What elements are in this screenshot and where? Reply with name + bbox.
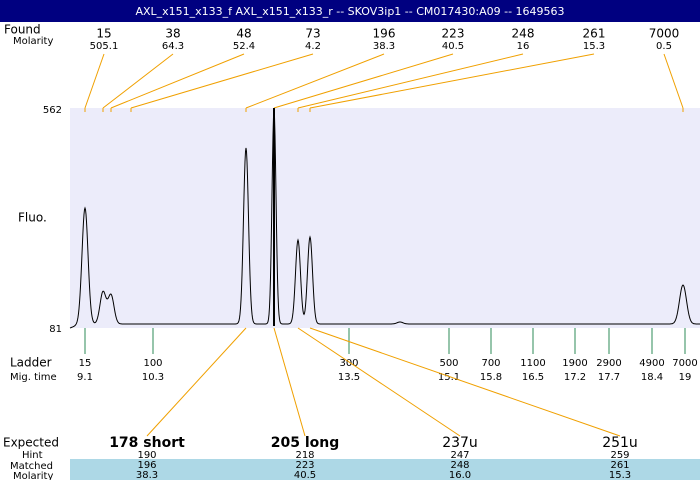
ladder-time: 15.8 — [480, 372, 502, 383]
ladder-size: 7000 — [672, 358, 697, 369]
trace — [69, 109, 700, 329]
ladder-time: 13.5 — [338, 372, 360, 383]
peak-size: 196 — [373, 27, 396, 41]
title: AXL_x151_x133_f AXL_x151_x133_r -- SKOV3… — [135, 5, 564, 18]
molarity-row-label: Molarity — [13, 471, 53, 480]
ladder-time: 9.1 — [77, 372, 93, 383]
peak-molarity: 15.3 — [583, 41, 605, 52]
expected-connector — [273, 327, 306, 437]
peak-molarity: 4.2 — [305, 41, 321, 52]
ladder-size: 700 — [481, 358, 500, 369]
ladder-time: 17.7 — [598, 372, 620, 383]
peak-molarity: 505.1 — [90, 41, 119, 52]
y-top: 562 — [43, 105, 62, 116]
peak-size: 223 — [442, 27, 465, 41]
expected-connector — [146, 327, 247, 437]
ladder-time: 16.5 — [522, 372, 544, 383]
molarity-label: Molarity — [13, 36, 53, 47]
peak-size: 48 — [236, 27, 251, 41]
ladder-size: 15 — [79, 358, 92, 369]
ladder-label: Ladder — [10, 356, 52, 370]
ladder-size: 2900 — [596, 358, 621, 369]
expected-hint: 218 — [295, 450, 314, 461]
peak-size: 38 — [165, 27, 180, 41]
matched-label: Matched — [10, 461, 53, 472]
peak-molarity: 40.5 — [442, 41, 464, 52]
expected-matched: 223 — [295, 460, 314, 471]
expected-matched: 196 — [137, 460, 156, 471]
ladder-size: 500 — [439, 358, 458, 369]
expected-molarity: 38.3 — [136, 470, 158, 480]
expected-hint: 190 — [137, 450, 156, 461]
ladder-size: 4900 — [639, 358, 664, 369]
peak-connector — [130, 53, 314, 109]
hint-label: Hint — [22, 450, 43, 461]
expected-name: 205 long — [271, 435, 340, 451]
expected-molarity: 15.3 — [609, 470, 631, 480]
peak-size: 248 — [512, 27, 535, 41]
peak-molarity: 0.5 — [656, 41, 672, 52]
y-bottom: 81 — [49, 324, 62, 335]
expected-molarity: 16.0 — [449, 470, 471, 480]
expected-hint: 259 — [610, 450, 629, 461]
peak-size: 15 — [96, 27, 111, 41]
expected-molarity: 40.5 — [294, 470, 316, 480]
expected-name: 237u — [442, 435, 478, 451]
peak-connector — [110, 53, 245, 109]
plot-area — [70, 108, 700, 328]
peak-connector — [309, 53, 595, 109]
expected-connector — [297, 327, 461, 437]
ladder-time: 18.4 — [641, 372, 663, 383]
peak-connector — [102, 53, 174, 109]
peak-connector — [663, 53, 684, 109]
peak-connector — [297, 53, 524, 109]
title-bar — [0, 0, 700, 22]
peak-size: 261 — [583, 27, 606, 41]
table-band — [70, 459, 700, 480]
expected-matched: 248 — [450, 460, 469, 471]
expected-name: 178 short — [109, 435, 185, 451]
ladder-time: 19 — [679, 372, 692, 383]
expected-hint: 247 — [450, 450, 469, 461]
y-label: Fluo. — [18, 211, 47, 225]
peak-molarity: 16 — [517, 41, 530, 52]
time-label: Mig. time — [10, 372, 57, 383]
ladder-size: 300 — [339, 358, 358, 369]
ladder-time: 10.3 — [142, 372, 164, 383]
ladder-size: 1100 — [520, 358, 545, 369]
expected-label: Expected — [3, 436, 59, 450]
peak-molarity: 52.4 — [233, 41, 255, 52]
ladder-size: 100 — [143, 358, 162, 369]
expected-name: 251u — [602, 435, 638, 451]
peak-connector — [245, 53, 385, 109]
expected-matched: 261 — [610, 460, 629, 471]
peak-molarity: 38.3 — [373, 41, 395, 52]
peak-size: 7000 — [649, 27, 680, 41]
expected-connector — [309, 327, 621, 437]
peak-size: 73 — [305, 27, 320, 41]
peak-connector — [84, 53, 105, 109]
peak-molarity: 64.3 — [162, 41, 184, 52]
ladder-time: 15.1 — [438, 372, 460, 383]
ladder-time: 17.2 — [564, 372, 586, 383]
peak-connector — [273, 53, 454, 109]
ladder-size: 1900 — [562, 358, 587, 369]
found-label: Found — [4, 23, 41, 37]
